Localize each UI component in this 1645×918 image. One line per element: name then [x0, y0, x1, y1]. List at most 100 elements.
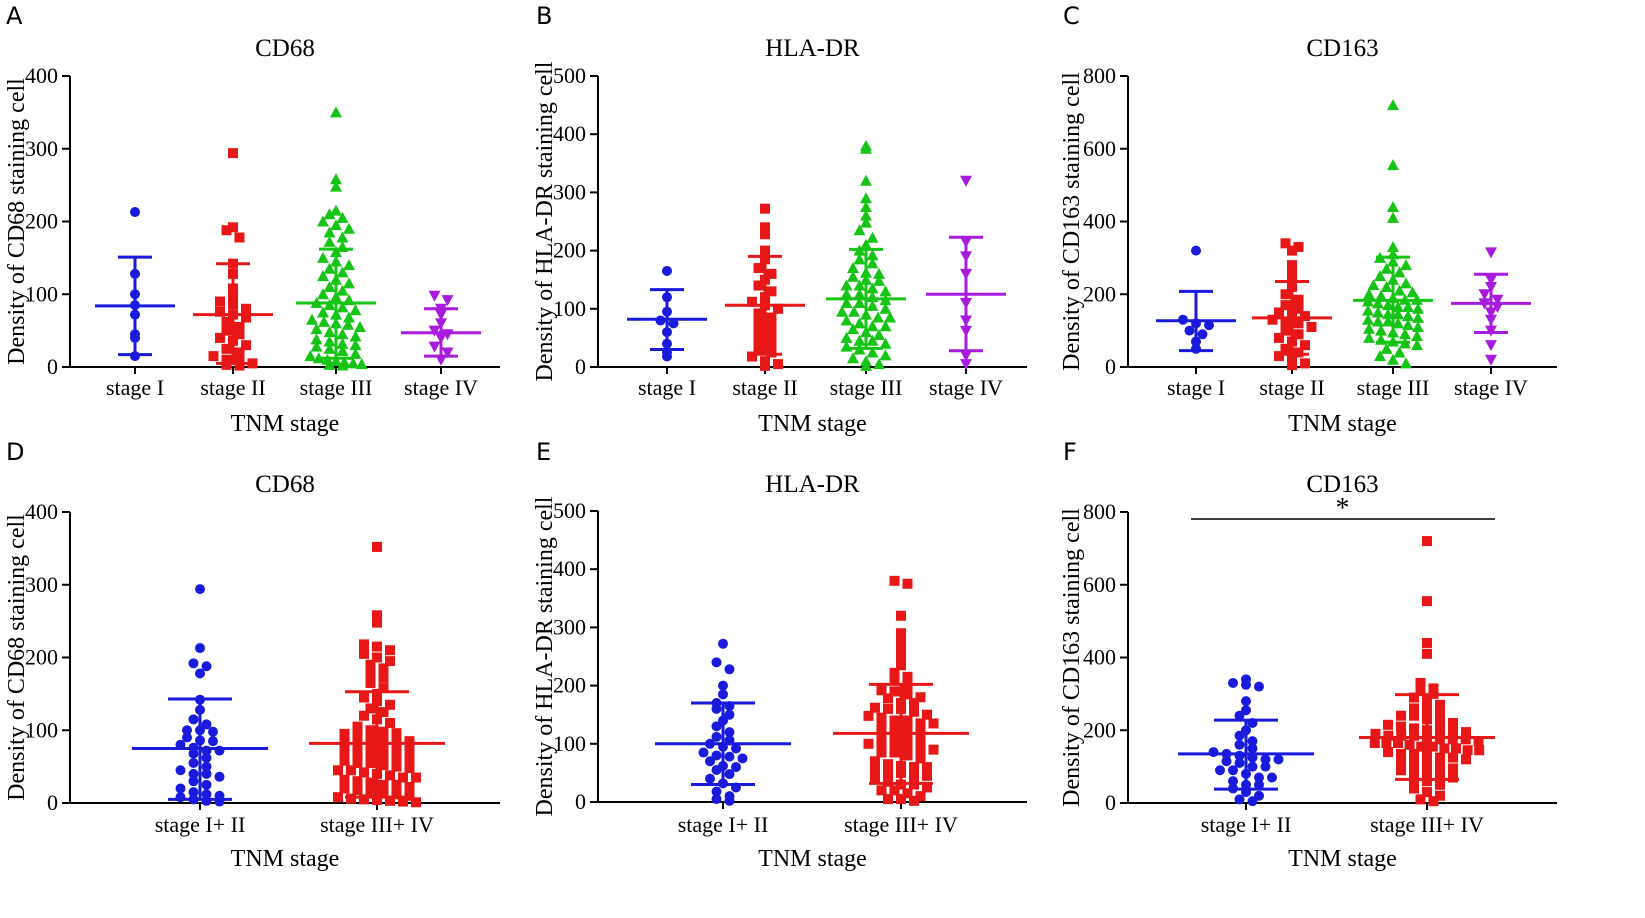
data-point — [866, 334, 879, 346]
data-point — [359, 767, 369, 778]
data-point — [1387, 353, 1399, 365]
x-tick-label: stage III — [300, 375, 373, 400]
data-point — [1412, 302, 1424, 314]
data-point — [241, 312, 251, 323]
data-point — [1392, 300, 1404, 312]
data-point — [766, 268, 777, 279]
data-point — [201, 779, 212, 790]
x-tick-label: stage I — [638, 375, 696, 400]
x-tick-label: stage I+ II — [678, 812, 769, 837]
data-point — [188, 787, 199, 798]
data-point — [753, 343, 764, 354]
data-point — [404, 745, 415, 756]
data-point — [336, 359, 349, 371]
data-point — [352, 748, 363, 759]
data-point — [860, 192, 872, 204]
data-point — [860, 142, 872, 154]
data-point — [915, 718, 926, 729]
chart-title: HLA-DR — [765, 35, 860, 62]
data-point — [883, 776, 893, 787]
data-point — [215, 332, 225, 343]
data-point — [1462, 745, 1473, 756]
data-point — [175, 765, 186, 776]
data-point — [1287, 245, 1297, 256]
data-point — [1280, 325, 1291, 336]
data-point — [359, 692, 369, 703]
x-axis-label: TNM stage — [1288, 846, 1397, 872]
data-point — [336, 211, 349, 223]
data-point — [1422, 787, 1432, 798]
data-point — [1400, 277, 1412, 289]
data-point — [915, 692, 926, 703]
data-point — [889, 785, 900, 796]
data-point — [1396, 710, 1406, 721]
data-point — [372, 795, 382, 806]
data-point — [1439, 743, 1450, 754]
data-point — [349, 304, 362, 316]
data-point — [853, 334, 866, 346]
data-point — [195, 643, 205, 654]
data-point — [428, 341, 441, 353]
y-tick-label: 400 — [1083, 645, 1116, 670]
data-point — [404, 736, 415, 747]
data-point — [928, 718, 939, 729]
data-point — [339, 728, 350, 739]
data-point — [870, 756, 880, 767]
data-point — [391, 752, 402, 763]
data-point — [215, 306, 225, 317]
data-point — [343, 277, 355, 289]
data-point — [365, 732, 376, 743]
data-point — [391, 761, 402, 772]
data-point — [1461, 727, 1471, 738]
data-point — [208, 351, 219, 362]
data-point — [1215, 765, 1225, 776]
data-point — [1415, 685, 1426, 696]
data-point — [347, 357, 360, 369]
data-point — [378, 787, 389, 798]
data-point — [428, 290, 441, 302]
data-point — [853, 253, 866, 265]
data-point — [404, 790, 415, 801]
data-point — [365, 659, 376, 670]
data-point — [1485, 340, 1497, 352]
data-point — [378, 683, 389, 694]
data-point — [372, 617, 382, 628]
data-point — [188, 757, 199, 768]
data-point — [1362, 313, 1374, 325]
data-point — [902, 689, 913, 700]
data-point — [182, 725, 192, 736]
data-point — [1393, 284, 1406, 296]
data-point — [323, 326, 336, 338]
data-point — [1254, 779, 1264, 790]
data-point — [352, 784, 363, 795]
data-point — [1363, 288, 1375, 300]
data-point — [883, 703, 893, 714]
data-point — [175, 783, 186, 794]
data-point — [1402, 310, 1414, 322]
data-point — [411, 772, 421, 783]
data-point — [365, 750, 376, 761]
data-point — [876, 747, 887, 758]
data-point — [247, 358, 258, 369]
data-point — [1435, 699, 1445, 710]
data-point — [889, 575, 900, 586]
data-point — [1415, 794, 1426, 805]
y-tick-label: 200 — [1083, 281, 1116, 306]
data-point — [1383, 730, 1394, 741]
data-point — [378, 733, 389, 744]
data-point — [1448, 717, 1458, 728]
panel-letter: F — [1063, 438, 1077, 466]
data-point — [1293, 241, 1304, 252]
data-point — [889, 747, 900, 758]
data-point — [1415, 677, 1426, 688]
data-point — [359, 639, 369, 650]
data-point — [385, 770, 395, 781]
data-point — [318, 315, 330, 327]
data-point — [365, 741, 376, 752]
data-point — [1411, 339, 1423, 351]
data-point — [1474, 745, 1485, 756]
data-point — [1396, 765, 1406, 776]
data-point — [343, 259, 355, 271]
data-point — [221, 343, 232, 354]
data-point — [766, 321, 777, 332]
